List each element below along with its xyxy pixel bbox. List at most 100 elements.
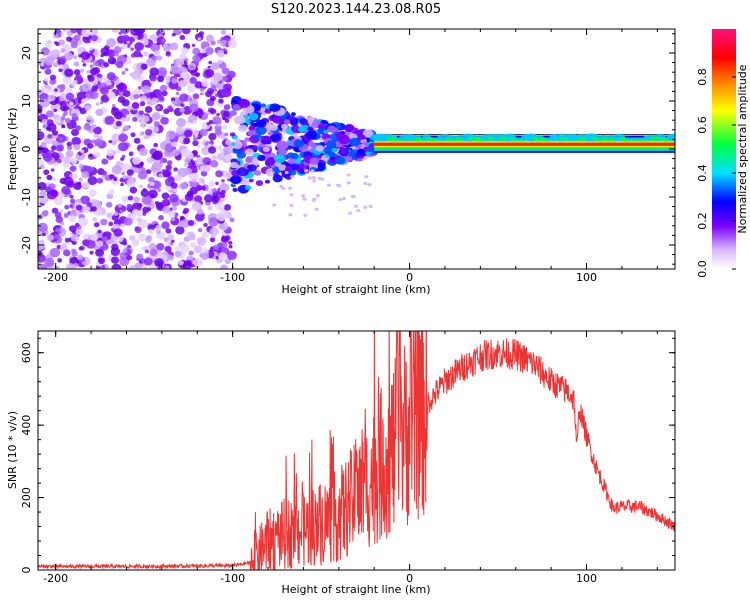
noise-blob [132,238,140,246]
noise-blob [165,81,170,85]
noise-blob [133,137,141,144]
noise-blob [224,235,231,241]
noise-blob [217,59,223,65]
noise-blob [40,141,47,147]
noise-blob [82,63,87,67]
noise-blob [171,78,178,84]
transition-blob [323,146,336,155]
noise-blob [71,136,81,146]
noise-blob [65,150,74,158]
transition-blob [257,154,266,162]
transition-blob [244,185,252,191]
noise-blob [106,38,117,48]
transition-blob [346,181,351,185]
transition-blob [287,158,296,165]
noise-blob [157,188,161,192]
noise-blob [177,260,184,266]
transition-blob [233,115,246,125]
noise-blob [140,63,148,70]
noise-blob [179,243,190,253]
noise-blob [123,124,130,131]
noise-blob [64,68,74,77]
noise-blob [192,178,197,183]
noise-blob [155,224,162,231]
noise-blob [131,208,140,216]
transition-blob [244,137,251,142]
noise-blob [171,32,176,37]
transition-blob [238,124,248,132]
noise-blob [106,148,115,157]
noise-blob [71,128,80,137]
noise-blob [208,188,212,192]
noise-blob [44,257,55,267]
noise-blob [70,198,76,204]
noise-blob [207,143,212,148]
noise-blob [81,83,90,92]
noise-blob [131,70,142,80]
noise-blob [164,265,170,269]
noise-blob [221,67,230,75]
noise-blob [115,61,124,69]
noise-blob [171,141,178,148]
noise-blob [156,242,165,251]
transition-blob [344,124,355,133]
transition-blob [299,118,308,126]
noise-blob [90,29,98,36]
transition-blob [274,136,281,141]
noise-blob [170,97,176,102]
noise-blob [94,48,98,52]
noise-blob [209,237,216,243]
noise-blob [129,72,134,77]
transition-blob [256,120,267,128]
transition-blob [232,187,238,192]
noise-blob [223,110,231,118]
noise-blob [194,195,203,203]
noise-blob [39,195,49,204]
noise-blob [166,172,171,176]
noise-blob [47,94,56,102]
noise-blob [118,31,122,35]
noise-blob [115,160,123,167]
noise-blob [189,103,199,113]
noise-blob [93,151,101,158]
transition-blob [311,176,316,180]
noise-blob [214,129,222,136]
noise-blob [179,35,186,41]
transition-blob [265,139,271,144]
transition-blob [348,211,353,215]
noise-blob [205,90,213,98]
noise-blob [41,232,46,236]
noise-blob [41,118,48,124]
noise-blob [51,49,61,58]
heatmap-x-label: Height of straight line (km) [281,283,430,296]
noise-blob [91,206,97,212]
noise-blob [159,84,168,92]
band-bump [414,136,422,140]
noise-blob [90,234,98,241]
noise-blob [224,118,230,123]
noise-blob [53,33,59,39]
noise-blob [139,101,146,107]
noise-blob [59,244,68,252]
noise-blob [227,70,236,79]
noise-blob [99,86,109,95]
band-bump [467,136,476,140]
noise-blob [73,34,81,41]
noise-blob [166,51,171,55]
noise-blob [200,87,204,92]
noise-blob [175,91,180,96]
transition-blob [356,209,361,213]
noise-blob [74,222,80,228]
noise-blob [161,199,169,206]
transition-blob [298,168,307,175]
noise-blob [64,204,70,210]
transition-blob [269,103,281,112]
transition-blob [230,142,236,147]
noise-blob [79,165,83,169]
noise-blob [139,184,143,189]
noise-blob [80,149,85,154]
noise-blob [220,264,228,269]
noise-blob [136,253,144,260]
noise-blob [62,106,67,110]
noise-blob [99,101,104,105]
